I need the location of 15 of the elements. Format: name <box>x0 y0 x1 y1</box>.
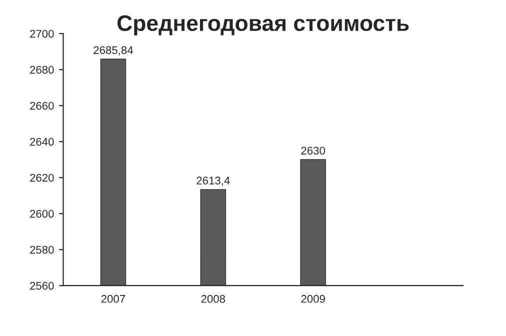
y-tick-label: 2660 <box>30 102 54 110</box>
y-tick-label: 2640 <box>30 138 54 146</box>
data-label: 2685,84 <box>94 46 133 56</box>
data-label: 2613,4 <box>196 176 230 186</box>
y-tick-label: 2620 <box>30 174 54 182</box>
data-label: 2630 <box>301 146 326 155</box>
y-tick-label: 2600 <box>30 210 54 218</box>
y-tick-label: 2580 <box>30 246 54 254</box>
y-tick-label: 2680 <box>30 66 54 74</box>
y-tick-label: 2700 <box>30 30 54 38</box>
y-tick-label: 2560 <box>30 282 54 290</box>
x-tick-label: 2009 <box>301 294 325 303</box>
x-tick-label: 2007 <box>101 294 126 303</box>
chart-title: Среднегодовая стоимость <box>117 15 409 36</box>
x-tick-label: 2008 <box>201 294 226 303</box>
